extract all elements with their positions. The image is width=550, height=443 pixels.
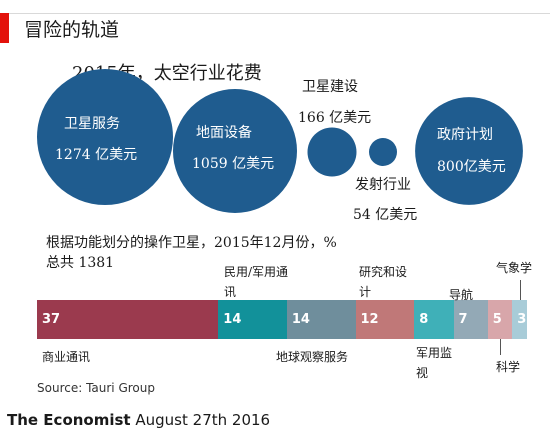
bubble-label-4: 发射行业 — [355, 177, 411, 193]
bar-category-label-4: 研究和设计 — [359, 265, 408, 299]
publication-date: August 27th 2016 — [135, 411, 271, 429]
bar-category-label-2: 民用/军用通讯 — [224, 265, 289, 299]
bubble-value-4: 54 亿美元 — [353, 207, 418, 223]
bar-segment-1 — [37, 300, 219, 339]
bar-segment-6 — [453, 300, 489, 339]
bar-category-label-8: 气象学 — [496, 261, 533, 275]
bar-chart-total: 总共 1381 — [46, 255, 115, 271]
bubble-value-3: 166 亿美元 — [298, 110, 372, 126]
bar-segment-2 — [218, 300, 288, 339]
bar-value-5: 8 — [419, 312, 429, 327]
brand-name: The Economist — [7, 411, 131, 429]
bubble-value-5: 800亿美元 — [437, 159, 506, 175]
bar-category-label-1: 商业通讯 — [42, 350, 91, 364]
bar-segment-8 — [512, 300, 528, 339]
bubble-3 — [307, 127, 357, 177]
bar-category-label-6: 导航 — [449, 288, 474, 302]
leader-line-1 — [500, 339, 502, 355]
bubble-1 — [37, 69, 173, 205]
bar-category-label-7: 科学 — [496, 360, 521, 374]
bubble-4 — [369, 138, 397, 166]
bar-segment-4 — [355, 300, 415, 339]
bubble-value-1: 1274 亿美元 — [55, 147, 138, 163]
bar-segment-3 — [286, 300, 356, 339]
header-rule — [9, 13, 550, 14]
leader-line-2 — [519, 280, 521, 300]
bubble-5 — [415, 97, 523, 205]
header-accent-bar — [0, 13, 9, 43]
bar-value-3: 14 — [291, 312, 310, 327]
bubble-label-5: 政府计划 — [437, 127, 493, 143]
bubble-label-2: 地面设备 — [196, 125, 252, 141]
bar-value-4: 12 — [360, 312, 379, 327]
bar-value-7: 5 — [492, 312, 502, 327]
bubble-label-3: 卫星建设 — [302, 79, 358, 95]
chart-title: 冒险的轨道 — [24, 19, 120, 41]
bubble-2 — [173, 89, 297, 213]
publication-credit: The Economist August 27th 2016 — [7, 411, 270, 429]
bar-chart-title: 根据功能划分的操作卫星，2015年12月份，% — [46, 235, 337, 251]
bar-category-label-5: 军用监视 — [416, 346, 453, 380]
bar-category-label-3: 地球观察服务 — [276, 350, 349, 364]
bubble-label-1: 卫星服务 — [64, 116, 120, 132]
bar-value-6: 7 — [458, 312, 468, 327]
bar-chart-heading: 根据功能划分的操作卫星，2015年12月份，% 总共 1381 — [46, 233, 466, 273]
bar-value-1: 37 — [42, 312, 61, 327]
source-note: Source: Tauri Group — [37, 381, 155, 395]
bar-value-2: 14 — [223, 312, 242, 327]
bar-segment-5 — [414, 300, 454, 339]
bar-value-8: 3 — [517, 312, 527, 327]
bubble-value-2: 1059 亿美元 — [192, 156, 275, 172]
bar-segment-7 — [487, 300, 513, 339]
